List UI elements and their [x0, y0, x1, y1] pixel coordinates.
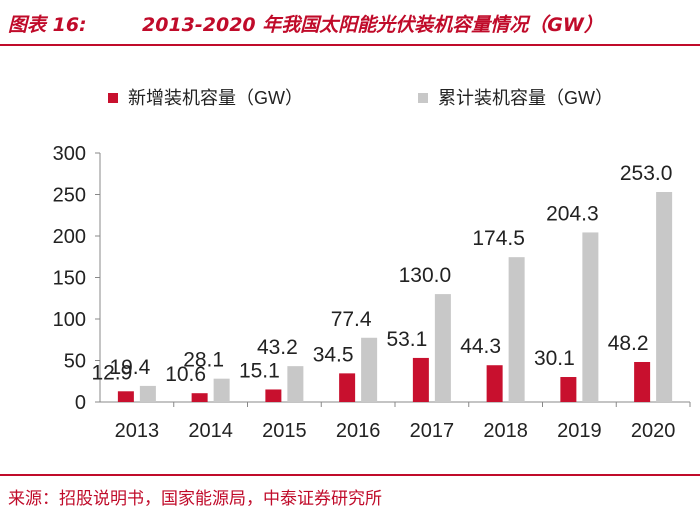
- bar-cumulative-2016: [361, 337, 378, 402]
- data-label-cumulative-2013: 19.4: [109, 356, 150, 379]
- y-tick-label: 50: [64, 351, 86, 373]
- legend-label-new: 新增装机容量（GW）: [128, 88, 303, 108]
- data-label-new-2014: 10.6: [165, 363, 206, 386]
- x-tick-label: 2015: [262, 420, 307, 442]
- y-tick-label: 100: [53, 309, 86, 331]
- x-tick-label: 2018: [483, 420, 528, 442]
- x-tick-label: 2013: [115, 420, 160, 442]
- data-label-new-2013: 12.9: [91, 361, 132, 384]
- data-label-cumulative-2020: 253.0: [620, 162, 673, 185]
- data-label-cumulative-2017: 130.0: [399, 264, 452, 287]
- figure-header: 图表 16: 2013-2020 年我国太阳能光伏装机容量情况（GW）: [0, 0, 700, 44]
- bar-cumulative-2018: [508, 257, 525, 402]
- data-label-cumulative-2016: 77.4: [331, 308, 372, 331]
- legend-swatch-cumulative: [418, 93, 428, 103]
- bar-cumulative-2017: [434, 294, 451, 402]
- bar-new-2013: [117, 391, 134, 402]
- x-tick-label: 2014: [188, 420, 233, 442]
- bar-cumulative-2014: [213, 378, 230, 402]
- bar-new-2016: [339, 373, 356, 402]
- x-tick-label: 2019: [557, 420, 602, 442]
- legend-label-cumulative: 累计装机容量（GW）: [438, 88, 613, 108]
- bar-cumulative-2020: [656, 192, 673, 402]
- y-tick-label: 200: [53, 226, 86, 248]
- data-label-new-2018: 44.3: [460, 335, 501, 358]
- bar-new-2017: [412, 357, 429, 402]
- bar-new-2018: [486, 365, 503, 402]
- bar-new-2019: [560, 377, 577, 402]
- bar-cumulative-2013: [139, 385, 156, 402]
- data-label-cumulative-2019: 204.3: [546, 202, 599, 225]
- data-label-new-2015: 15.1: [239, 359, 280, 382]
- footer-divider: [0, 474, 700, 476]
- y-tick-label: 250: [53, 185, 86, 207]
- data-label-new-2019: 30.1: [534, 347, 575, 370]
- bar-cumulative-2019: [582, 232, 599, 402]
- bar-cumulative-2015: [287, 366, 304, 402]
- y-tick-label: 300: [53, 143, 86, 165]
- legend-swatch-new: [108, 93, 118, 103]
- data-label-new-2020: 48.2: [608, 332, 649, 355]
- data-label-cumulative-2014: 28.1: [183, 349, 224, 372]
- x-tick-label: 2017: [410, 420, 455, 442]
- data-label-new-2016: 34.5: [313, 343, 354, 366]
- x-tick-label: 2020: [631, 420, 676, 442]
- data-label-cumulative-2015: 43.2: [257, 336, 298, 359]
- source-note: 来源：招股说明书，国家能源局，中泰证券研究所: [8, 489, 382, 509]
- data-label-new-2017: 53.1: [386, 328, 427, 351]
- header-divider: [0, 44, 700, 46]
- data-label-cumulative-2018: 174.5: [472, 227, 525, 250]
- x-tick-label: 2016: [336, 420, 381, 442]
- bar-new-2014: [191, 393, 208, 402]
- bar-new-2020: [634, 361, 651, 402]
- y-tick-label: 0: [75, 392, 86, 414]
- bar-chart: 新增装机容量（GW） 累计装机容量（GW） 0 50 100 150 200 250 300 20…: [53, 88, 691, 442]
- bar-new-2015: [265, 389, 282, 402]
- figure-label: 图表 16:: [8, 14, 87, 36]
- figure-title: 2013-2020 年我国太阳能光伏装机容量情况（GW）: [142, 14, 603, 36]
- y-tick-label: 150: [53, 268, 86, 290]
